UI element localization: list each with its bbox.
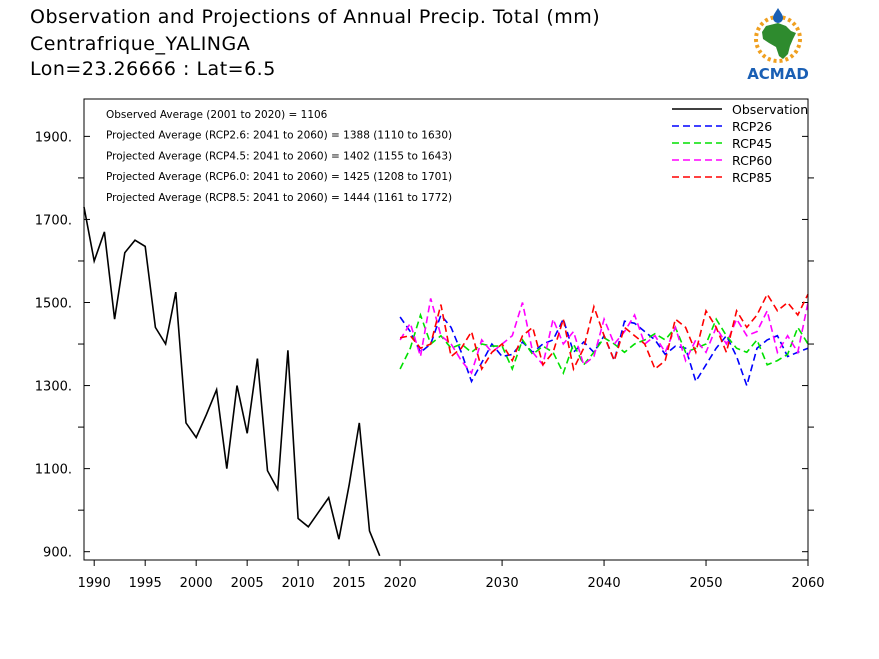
x-tick-label: 2010 bbox=[282, 576, 315, 591]
y-tick-label: 1100. bbox=[35, 463, 72, 478]
y-tick-label: 1300. bbox=[35, 380, 72, 395]
x-tick-label: 2050 bbox=[689, 576, 722, 591]
x-tick-label: 2000 bbox=[180, 576, 213, 591]
legend: Observation RCP26 RCP45 RCP60 RCP85 bbox=[672, 102, 808, 185]
x-tick-label: 1990 bbox=[78, 576, 111, 591]
africa-map-icon bbox=[762, 23, 796, 59]
series-line-rcp60 bbox=[399, 298, 809, 375]
series-line-rcp85 bbox=[399, 292, 809, 372]
series-line-rcp45 bbox=[399, 312, 809, 376]
axis-ticks: 900. 1100. 1300. 1500. 1700. 1900. 1990 1995 200… bbox=[35, 130, 825, 591]
legend-label: Observation bbox=[732, 102, 808, 117]
location-name: Centrafrique_YALINGA bbox=[30, 33, 251, 55]
legend-label: RCP85 bbox=[732, 170, 772, 185]
y-tick-label: 1500. bbox=[35, 297, 72, 312]
series-line-rcp26 bbox=[399, 313, 809, 389]
x-tick-label: 2020 bbox=[384, 576, 417, 591]
x-tick-label: 1995 bbox=[129, 576, 162, 591]
acmad-logo: ACMAD bbox=[747, 8, 809, 83]
y-tick-label: 900. bbox=[43, 546, 72, 561]
series-lines bbox=[83, 206, 809, 557]
plot-frame bbox=[83, 98, 809, 561]
annotation-group: Observed Average (2001 to 2020) = 1106 Pr… bbox=[106, 109, 452, 204]
legend-label: RCP45 bbox=[732, 136, 772, 151]
x-tick-label: 2005 bbox=[231, 576, 264, 591]
y-tick-label: 1900. bbox=[35, 130, 72, 145]
legend-label: RCP60 bbox=[732, 153, 772, 168]
annotation-line: Projected Average (RCP6.0: 2041 to 2060)… bbox=[106, 171, 452, 183]
x-tick-label: 2060 bbox=[791, 576, 824, 591]
x-tick-label: 2040 bbox=[588, 576, 621, 591]
x-tick-label: 2030 bbox=[486, 576, 519, 591]
series-line-observation bbox=[83, 206, 381, 557]
water-drop-icon bbox=[773, 8, 783, 23]
y-tick-label: 1700. bbox=[35, 213, 72, 228]
annotation-line: Projected Average (RCP2.6: 2041 to 2060)… bbox=[106, 130, 452, 142]
coordinates: Lon=23.26666 : Lat=6.5 bbox=[30, 58, 276, 80]
annotation-line: Projected Average (RCP8.5: 2041 to 2060)… bbox=[106, 192, 452, 204]
annotation-line: Observed Average (2001 to 2020) = 1106 bbox=[106, 109, 328, 121]
x-tick-label: 2015 bbox=[333, 576, 366, 591]
chart-title: Observation and Projections of Annual Pr… bbox=[30, 6, 601, 28]
logo-text: ACMAD bbox=[747, 65, 809, 83]
annotation-line: Projected Average (RCP4.5: 2041 to 2060)… bbox=[106, 150, 452, 162]
legend-label: RCP26 bbox=[732, 119, 772, 134]
